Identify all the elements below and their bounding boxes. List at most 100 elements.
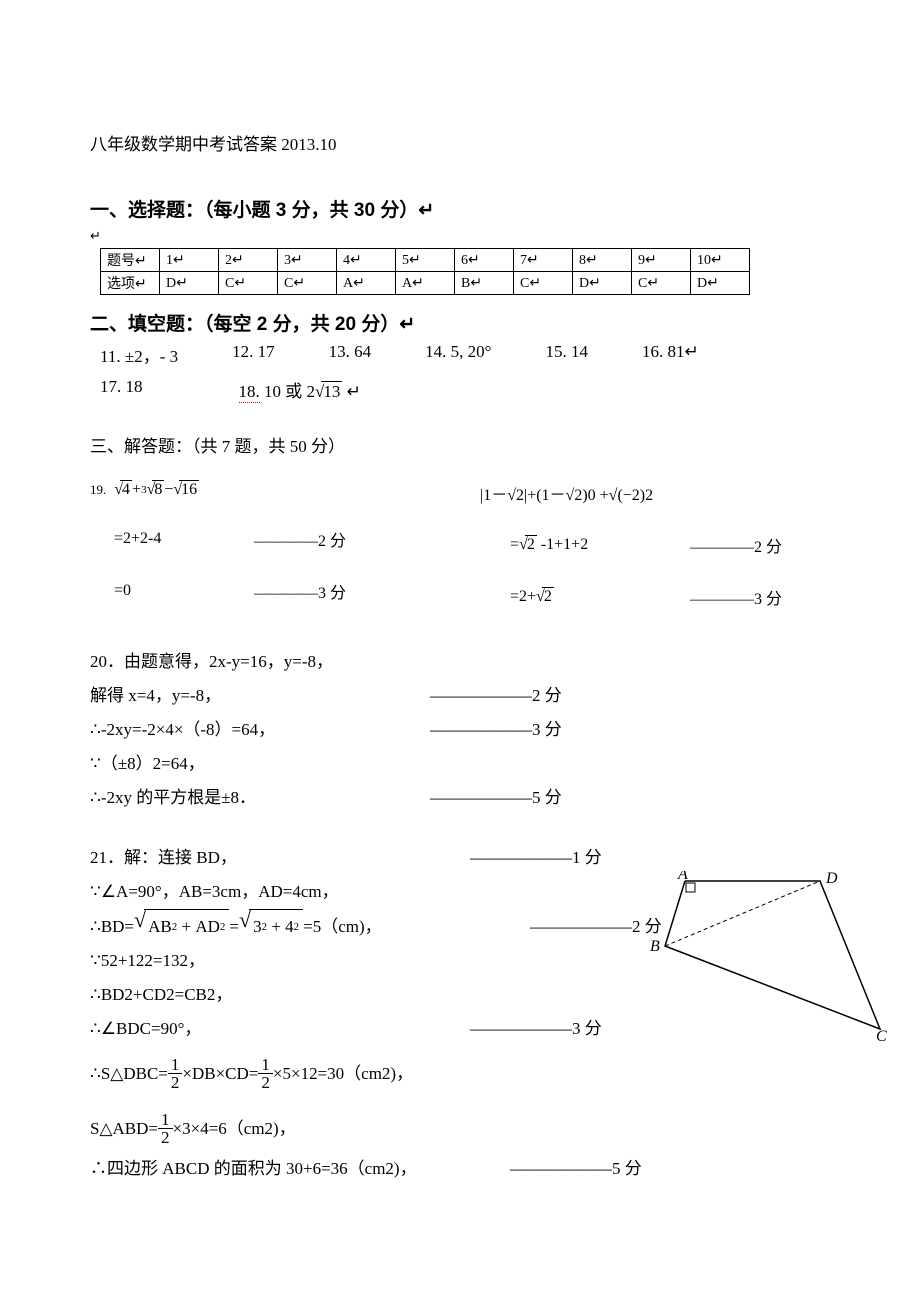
q21-bd-calc: ∴BD= √AB2 + AD2 = √32 + 42 =5（cm)，: [90, 909, 530, 944]
cbrt-icon: 8: [147, 481, 165, 499]
return-mark: ↵: [90, 228, 830, 244]
var: AD: [195, 910, 220, 944]
fill-item: 18. 10 或 213 ↵: [239, 377, 361, 402]
mc-ans: C↵: [632, 272, 691, 295]
mc-num: 5↵: [396, 249, 455, 272]
suffix: ×5×12=30（cm2)，: [273, 1057, 413, 1091]
frac-num: 1: [168, 1056, 183, 1074]
mc-ans: D↵: [573, 272, 632, 295]
sqrt-expr: √32 + 42: [239, 909, 303, 944]
radicand: 16: [179, 480, 199, 498]
q20-line: ∵（±8）2=64，: [90, 747, 830, 781]
q19b-step: =2+2: [480, 588, 690, 606]
q20: 20．由题意得，2x-y=16，y=-8， 解得 x=4，y=-8，——————…: [90, 645, 830, 815]
section2-heading: 二、填空题：（每空 2 分，共 20 分）↵: [90, 309, 830, 336]
quadrilateral-svg: A D B C: [650, 871, 890, 1041]
eq-text: =: [229, 910, 239, 944]
mid: ×DB×CD=: [182, 1057, 258, 1091]
row-label: 题号↵: [101, 249, 160, 272]
score-mark: ————2 分: [690, 533, 782, 557]
prefix: S△ABD=: [90, 1112, 158, 1146]
q20-line: ∴-2xy=-2×4×（-8）=64，: [90, 713, 430, 747]
mc-num: 4↵: [337, 249, 396, 272]
mc-ans: C↵: [278, 272, 337, 295]
plus-text: +: [132, 481, 141, 499]
q19b-step: = 2 -1+1+2: [480, 536, 690, 554]
fill-item: 14. 5, 20°: [425, 342, 491, 367]
frac-num: 1: [158, 1111, 173, 1129]
q19-right: |1－√2|+(1－√2)0 +√(−2)2 =2 -1+1+2 ————2 分…: [480, 471, 830, 619]
var: AB: [148, 910, 172, 944]
radicand: 32 + 42: [249, 909, 303, 944]
suffix: =5（cm)，: [303, 910, 382, 944]
q21-line: ∴∠BDC=90°，: [90, 1012, 470, 1046]
score-mark: ——————1 分: [470, 841, 602, 875]
mc-ans: C↵: [514, 272, 573, 295]
score-mark: ————2 分: [254, 527, 346, 551]
frac-den: 2: [158, 1129, 173, 1146]
radicand: 2: [525, 535, 537, 553]
q20-line: ∴-2xy 的平方根是±8．: [90, 781, 430, 815]
item-18-prefix: 10 或 2: [264, 382, 315, 401]
mc-num: 9↵: [632, 249, 691, 272]
mc-num: 10↵: [691, 249, 750, 272]
q19-step: =2+2-4: [90, 530, 254, 548]
row-label: 选项↵: [101, 272, 160, 295]
num: 3: [253, 910, 262, 944]
q19-left: 19. 4 + 38 − 16 =2+2-4 ————2 分 =0 ————3 …: [90, 471, 480, 619]
fill-item: 17. 18: [100, 377, 143, 402]
score-mark: ——————2 分: [530, 910, 662, 944]
section3-heading: 三、解答题：（共 7 题，共 50 分）: [90, 432, 830, 457]
score-mark: ——————3 分: [430, 713, 562, 747]
fill-item: 12. 17: [232, 342, 275, 367]
num: 4: [285, 910, 294, 944]
mc-num: 1↵: [160, 249, 219, 272]
q21-line: ∴四边形 ABCD 的面积为 30+6=36（cm2)，: [90, 1152, 510, 1186]
fraction: 12: [168, 1056, 183, 1091]
frac-den: 2: [258, 1074, 273, 1091]
q21-diagram: A D B C: [650, 871, 890, 1053]
q20-line: 解得 x=4，y=-8，: [90, 679, 430, 713]
doc-title: 八年级数学期中考试答案 2013.10: [90, 130, 830, 155]
mc-num: 8↵: [573, 249, 632, 272]
radicand: 13: [321, 381, 342, 401]
sqrt-icon: 16: [173, 481, 199, 499]
q19-label: 19.: [90, 482, 106, 498]
mc-ans: C↵: [219, 272, 278, 295]
sqrt-icon: 4: [114, 481, 132, 499]
q19: 19. 4 + 38 − 16 =2+2-4 ————2 分 =0 ————3 …: [90, 471, 830, 619]
label-d: D: [825, 871, 838, 887]
mc-num: 2↵: [219, 249, 278, 272]
score-mark: ——————5 分: [430, 781, 562, 815]
quad-abcd: [665, 881, 880, 1029]
prefix: ∴BD=: [90, 910, 134, 944]
fraction: 12: [258, 1056, 273, 1091]
right-angle-icon: [686, 883, 695, 892]
table-row: 题号↵ 1↵ 2↵ 3↵ 4↵ 5↵ 6↵ 7↵ 8↵ 9↵ 10↵: [101, 249, 750, 272]
mc-num: 7↵: [514, 249, 573, 272]
q21-area-abd: S△ABD= 12 ×3×4=6（cm2)，: [90, 1111, 830, 1146]
section1-heading: 一、选择题：（每小题 3 分，共 30 分）↵: [90, 195, 830, 222]
frac-den: 2: [168, 1074, 183, 1091]
fill-row-1: 11. ±2，- 3 12. 17 13. 64 14. 5, 20° 15. …: [100, 342, 830, 367]
radicand: 8: [152, 480, 164, 498]
sqrt-expr: √AB2 + AD2: [134, 909, 229, 944]
item-18-label: 18.: [239, 382, 260, 403]
label-c: C: [876, 1028, 887, 1041]
fill-item: 16. 81↵: [642, 342, 699, 367]
sqrt-icon: 2: [519, 536, 537, 553]
score-mark: ——————2 分: [430, 679, 562, 713]
q21-area-dbc: ∴S△DBC= 12 ×DB×CD= 12 ×5×12=30（cm2)，: [90, 1056, 830, 1091]
fill-item: 11. ±2，- 3: [100, 342, 178, 367]
eq-prefix: =: [510, 536, 519, 553]
eq-suffix: -1+1+2: [537, 536, 588, 553]
fraction: 12: [158, 1111, 173, 1146]
radicand: AB2 + AD2: [144, 909, 229, 944]
mc-answer-table: 题号↵ 1↵ 2↵ 3↵ 4↵ 5↵ 6↵ 7↵ 8↵ 9↵ 10↵ 选项↵ D…: [100, 248, 750, 295]
mc-num: 6↵: [455, 249, 514, 272]
minus-text: −: [164, 481, 173, 499]
suffix: ×3×4=6（cm2)，: [173, 1112, 296, 1146]
label-b: B: [650, 938, 660, 955]
q21: 21．解：连接 BD，——————1 分 ∵∠A=90°，AB=3cm，AD=4…: [90, 841, 830, 1186]
score-mark: ————3 分: [690, 585, 782, 609]
